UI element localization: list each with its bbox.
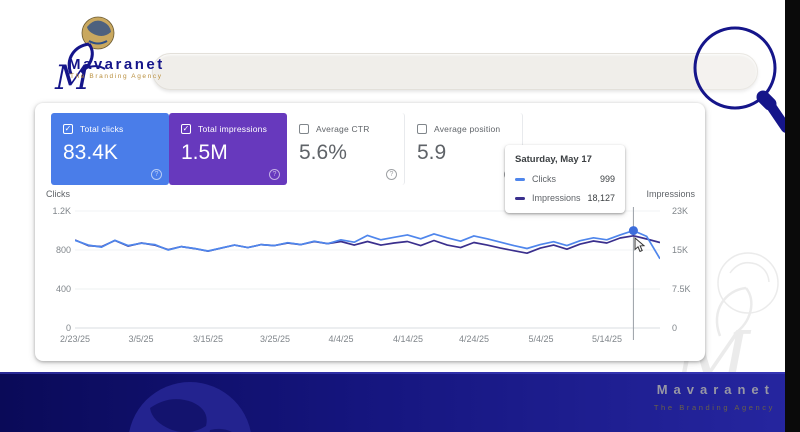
metric-card-total-impressions[interactable]: ✓ Total impressions 1.5M ?: [169, 113, 287, 185]
metric-value: 1.5M: [181, 141, 228, 164]
metric-header: Average CTR: [299, 124, 392, 134]
metric-header: Average position: [417, 124, 510, 134]
help-icon[interactable]: ?: [151, 169, 162, 180]
tooltip-value: 18,127: [587, 193, 615, 203]
checkbox-checked-icon[interactable]: ✓: [181, 124, 191, 134]
clicks-line: [75, 229, 660, 260]
metric-card-total-clicks[interactable]: ✓ Total clicks 83.4K ?: [51, 113, 169, 185]
x-tick: 4/24/25: [458, 334, 490, 344]
x-tick: 4/14/25: [392, 334, 424, 344]
logo-tagline: The Branding Agency: [70, 73, 163, 80]
help-icon[interactable]: ?: [269, 169, 280, 180]
performance-card: ✓ Total clicks 83.4K ? ✓ Total impressio…: [35, 103, 705, 361]
metrics-row: ✓ Total clicks 83.4K ? ✓ Total impressio…: [51, 113, 523, 185]
metric-label: Average CTR: [316, 124, 370, 134]
right-axis-title: Impressions: [646, 189, 695, 199]
y-tick: 0: [672, 323, 678, 333]
x-tick: 4/4/25: [328, 334, 354, 344]
y-tick: 15K: [672, 245, 689, 255]
right-black-strip: [785, 0, 800, 432]
checkbox-checked-icon[interactable]: ✓: [63, 124, 73, 134]
x-tick: 3/25/25: [259, 334, 291, 344]
y-tick: 23K: [672, 206, 689, 216]
metric-value: 5.6%: [299, 141, 347, 164]
metric-label: Total clicks: [80, 124, 124, 134]
tooltip-label: Clicks: [532, 174, 556, 184]
x-tick: 2/23/25: [59, 334, 91, 344]
metric-value: 83.4K: [63, 141, 118, 164]
metric-card-average-ctr[interactable]: Average CTR 5.6% ?: [287, 113, 405, 185]
metric-value: 5.9: [417, 141, 447, 164]
y-tick: 0: [65, 323, 71, 333]
footer: Mavaranet The Branding Agency: [0, 372, 800, 432]
tooltip-label: Impressions: [532, 193, 581, 203]
metric-label: Average position: [434, 124, 501, 134]
tooltip-value: 999: [599, 174, 615, 184]
chart-plot-area[interactable]: [75, 207, 660, 340]
globe-watermark-icon: [129, 382, 251, 432]
y-tick: 1.2K: [52, 206, 71, 216]
y-tick: 800: [55, 245, 71, 255]
x-tick: 5/14/25: [591, 334, 623, 344]
tooltip-row-impressions: Impressions 18,127: [515, 193, 615, 203]
chart-tooltip: Saturday, May 17 Clicks 999 Impressions …: [505, 145, 625, 213]
tooltip-row-clicks: Clicks 999: [515, 174, 615, 184]
x-tick: 5/4/25: [528, 334, 554, 344]
logo-brand-name: Mavaranet: [68, 56, 165, 73]
search-bar[interactable]: [152, 53, 758, 90]
metric-header: ✓ Total impressions: [181, 124, 275, 134]
footer-brand-name: Mavaranet: [656, 382, 775, 397]
metric-label: Total impressions: [198, 124, 268, 134]
metric-card-average-position[interactable]: Average position 5.9 ?: [405, 113, 523, 185]
magnifier-icon: [693, 26, 790, 133]
mavaranet-logo-bird-icon: M: [54, 16, 115, 96]
y-tick: 400: [55, 284, 71, 294]
y-tick: 7.5K: [672, 284, 691, 294]
svg-text:M: M: [54, 58, 91, 96]
checkbox-unchecked-icon[interactable]: [299, 124, 309, 134]
hover-point-dot: [628, 226, 638, 236]
mouse-cursor-icon: [634, 236, 646, 252]
checkbox-unchecked-icon[interactable]: [417, 124, 427, 134]
metric-header: ✓ Total clicks: [63, 124, 157, 134]
performance-chart[interactable]: Clicks Impressions 1.2K 800 400 0 23K 15…: [35, 103, 705, 361]
x-tick: 3/15/25: [192, 334, 224, 344]
clicks-legend-dash-icon: [515, 177, 525, 181]
tooltip-date: Saturday, May 17: [515, 154, 592, 165]
impressions-legend-dash-icon: [515, 196, 525, 200]
footer-tagline: The Branding Agency: [653, 403, 775, 412]
left-axis-title: Clicks: [46, 189, 70, 199]
help-icon[interactable]: ?: [386, 169, 397, 180]
x-tick: 3/5/25: [128, 334, 154, 344]
